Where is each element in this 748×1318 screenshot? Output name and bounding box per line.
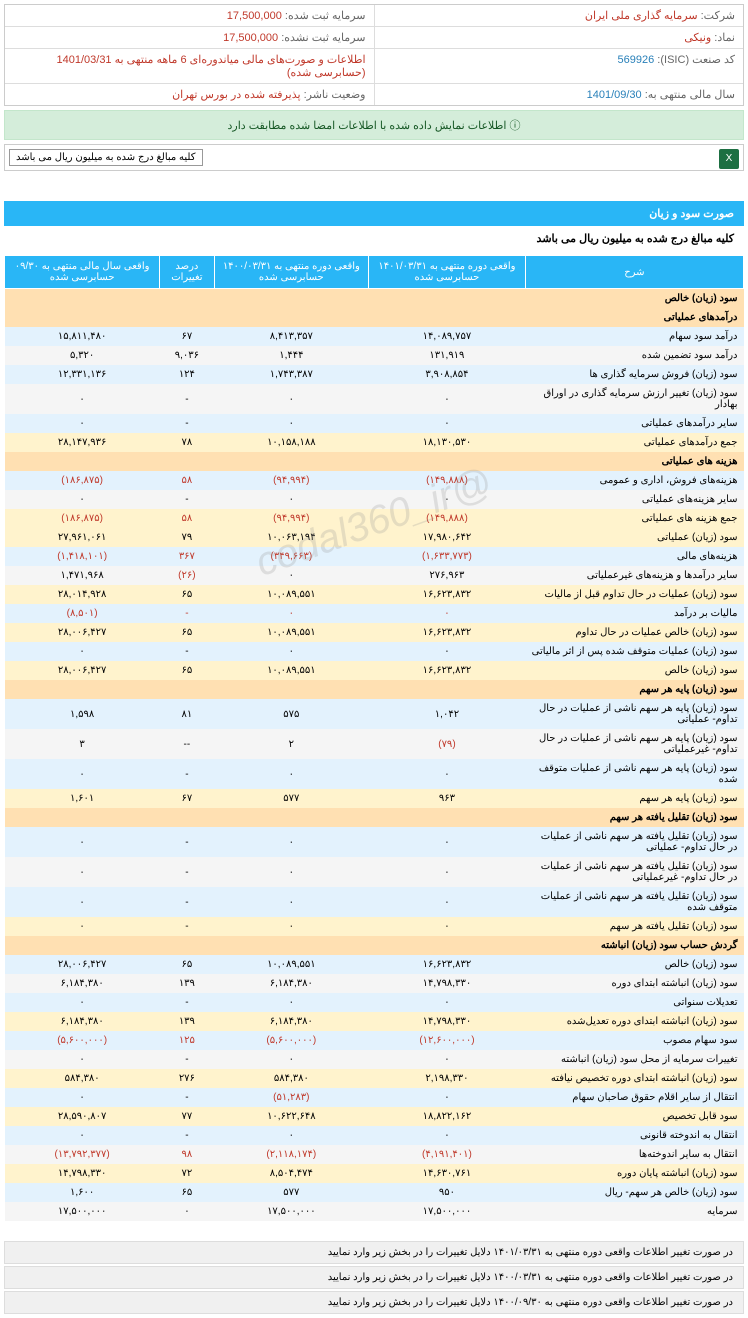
table-row: سود (زیان) عملیات متوقف شده پس از اثر ما… (5, 642, 744, 661)
footer-note: در صورت تغییر اطلاعات واقعی دوره منتهی ب… (4, 1291, 744, 1314)
table-row: جمع هزینه های عملیاتی(۱۴۹,۸۸۸)(۹۴,۹۹۴)۵۸… (5, 509, 744, 528)
table-row: سود (زیان) تقلیل یافته هر سهم ناشی از عم… (5, 827, 744, 857)
table-row: سود (زیان) خالص۱۶,۶۲۳,۸۳۲۱۰,۰۸۹,۵۵۱۶۵۲۸,… (5, 955, 744, 974)
table-row: هزینه‌های فروش، اداری و عمومی(۱۴۹,۸۸۸)(۹… (5, 471, 744, 490)
footer-note: در صورت تغییر اطلاعات واقعی دوره منتهی ب… (4, 1266, 744, 1289)
status-label: وضعیت ناشر: (304, 89, 366, 101)
table-row: سود قابل تخصیص۱۸,۸۲۲,۱۶۲۱۰,۶۲۲,۶۴۸۷۷۲۸,۵… (5, 1107, 744, 1126)
table-row: سود (زیان) تقلیل یافته هر سهم ناشی از عم… (5, 887, 744, 917)
table-row: سود (زیان) پایه هر سهم۹۶۳۵۷۷۶۷۱,۶۰۱ (5, 789, 744, 808)
table-row: سود (زیان) پایه هر سهم (5, 680, 744, 699)
table-row: سود (زیان) خالص۱۶,۶۲۳,۸۳۲۱۰,۰۸۹,۵۵۱۶۵۲۸,… (5, 661, 744, 680)
col-desc: شرح (525, 256, 743, 289)
table-row: هزینه های عملیاتی (5, 452, 744, 471)
note-bar: X کلیه مبالغ درج شده به میلیون ریال می ب… (4, 144, 744, 171)
capital-reg-value: 17,500,000 (227, 10, 282, 22)
table-row: سایر درآمدها و هزینه‌های غیرعملیاتی۲۷۶,۹… (5, 566, 744, 585)
table-row: سود (زیان) تقلیل یافته هر سهم ناشی از عم… (5, 857, 744, 887)
table-row: جمع درآمدهای عملیاتی۱۸,۱۳۰,۵۳۰۱۰,۱۵۸,۱۸۸… (5, 433, 744, 452)
table-row: سود (زیان) تقلیل یافته هر سهم۰۰-۰ (5, 917, 744, 936)
alert-banner: ⓘ اطلاعات نمایش داده شده با اطلاعات امضا… (4, 110, 744, 140)
table-row: سایر هزینه‌های عملیاتی۰۰-۰ (5, 490, 744, 509)
capital-unreg-label: سرمایه ثبت نشده: (281, 32, 365, 44)
isic-value: 569926 (618, 54, 655, 66)
report-label: اطلاعات و صورت‌های مالی میاندوره‌ای 6 ما… (57, 54, 366, 79)
table-row: سود (زیان) عملیات در حال تداوم قبل از ما… (5, 585, 744, 604)
table-row: مالیات بر درآمد۰۰-(۸,۵۰۱) (5, 604, 744, 623)
table-row: سود (زیان) خالص عملیات در حال تداوم۱۶,۶۲… (5, 623, 744, 642)
col-prev: واقعی دوره منتهی به ۱۴۰۰/۰۳/۳۱ حسابرسی ش… (214, 256, 369, 289)
table-row: سود (زیان) فروش سرمایه گذاری ها۳,۹۰۸,۸۵۴… (5, 365, 744, 384)
isic-label: کد صنعت (ISIC): (657, 54, 735, 66)
table-row: سود (زیان) تغییر ارزش سرمایه گذاری در او… (5, 384, 744, 414)
table-row: درآمد سود سهام۱۴,۰۸۹,۷۵۷۸,۴۱۳,۳۵۷۶۷۱۵,۸۱… (5, 327, 744, 346)
table-row: سود (زیان) انباشته ابتدای دوره۱۴,۷۹۸,۳۳۰… (5, 974, 744, 993)
section-title: صورت سود و زیان (4, 201, 744, 226)
capital-reg-label: سرمایه ثبت شده: (285, 10, 366, 22)
table-row: سرمایه۱۷,۵۰۰,۰۰۰۱۷,۵۰۰,۰۰۰۰۱۷,۵۰۰,۰۰۰ (5, 1202, 744, 1221)
table-row: سود (زیان) خالص هر سهم- ریال۹۵۰۵۷۷۶۵۱,۶۰… (5, 1183, 744, 1202)
company-label: شرکت: (701, 10, 735, 22)
table-row: درآمدهای عملیاتی (5, 308, 744, 327)
symbol-label: نماد: (714, 32, 735, 44)
table-row: سود (زیان) انباشته ابتدای دوره تخصیص نیا… (5, 1069, 744, 1088)
table-row: هزینه‌های مالی(۱,۶۳۳,۷۷۳)(۳۴۹,۶۶۳)۳۶۷(۱,… (5, 547, 744, 566)
table-row: سود (زیان) پایه هر سهم ناشی از عملیات در… (5, 729, 744, 759)
note-text: کلیه مبالغ درج شده به میلیون ریال می باش… (9, 149, 203, 166)
status-value: پذیرفته شده در بورس تهران (172, 89, 300, 101)
fiscal-label: سال مالی منتهی به: (645, 89, 735, 101)
table-row: انتقال از سایر اقلام حقوق صاحبان سهام۰(۵… (5, 1088, 744, 1107)
footer-notes: در صورت تغییر اطلاعات واقعی دوره منتهی ب… (4, 1241, 744, 1314)
capital-unreg-value: 17,500,000 (223, 32, 278, 44)
table-row: سود (زیان) تقلیل یافته هر سهم (5, 808, 744, 827)
table-row: تغییرات سرمایه از محل سود (زیان) انباشته… (5, 1050, 744, 1069)
symbol-value: ونیکی (684, 32, 711, 44)
section-subtitle: کلیه مبالغ درج شده به میلیون ریال می باش… (4, 226, 744, 251)
col-change: درصد تغییرات (160, 256, 214, 289)
table-row: سود (زیان) عملیاتی۱۷,۹۸۰,۶۴۲۱۰,۰۶۳,۱۹۴۷۹… (5, 528, 744, 547)
company-value: سرمایه گذاری ملی ایران (585, 10, 698, 22)
fiscal-value: 1401/09/30 (587, 89, 642, 101)
col-year: واقعی سال مالی منتهی به ۰۹/۳۰ حسابرسی شد… (5, 256, 160, 289)
table-row: تعدیلات سنواتی۰۰-۰ (5, 993, 744, 1012)
footer-note: در صورت تغییر اطلاعات واقعی دوره منتهی ب… (4, 1241, 744, 1264)
table-row: انتقال به اندوخته قانونی۰۰-۰ (5, 1126, 744, 1145)
header-info: شرکت: سرمایه گذاری ملی ایران سرمایه ثبت … (4, 4, 744, 106)
table-row: سود سهام مصوب(۱۲,۶۰۰,۰۰۰)(۵,۶۰۰,۰۰۰)۱۲۵(… (5, 1031, 744, 1050)
table-row: سود (زیان) انباشته پایان دوره۱۴,۶۳۰,۷۶۱۸… (5, 1164, 744, 1183)
table-row: سود (زیان) خالص (5, 289, 744, 309)
financial-table: شرح واقعی دوره منتهی به ۱۴۰۱/۰۳/۳۱ حسابر… (4, 255, 744, 1221)
table-row: سود (زیان) پایه هر سهم ناشی از عملیات مت… (5, 759, 744, 789)
table-row: گردش حساب سود (زیان) انباشته (5, 936, 744, 955)
excel-icon[interactable]: X (719, 149, 739, 169)
col-current: واقعی دوره منتهی به ۱۴۰۱/۰۳/۳۱ حسابرسی ش… (369, 256, 526, 289)
table-row: سود (زیان) پایه هر سهم ناشی از عملیات در… (5, 699, 744, 729)
table-row: درآمد سود تضمین شده۱۳۱,۹۱۹۱,۴۴۴۹,۰۳۶۵,۳۲… (5, 346, 744, 365)
table-row: انتقال به سایر اندوخته‌ها(۴,۱۹۱,۴۰۱)(۲,۱… (5, 1145, 744, 1164)
table-row: سایر درآمدهای عملیاتی۰۰-۰ (5, 414, 744, 433)
table-row: سود (زیان) انباشته ابتدای دوره تعدیل‌شده… (5, 1012, 744, 1031)
